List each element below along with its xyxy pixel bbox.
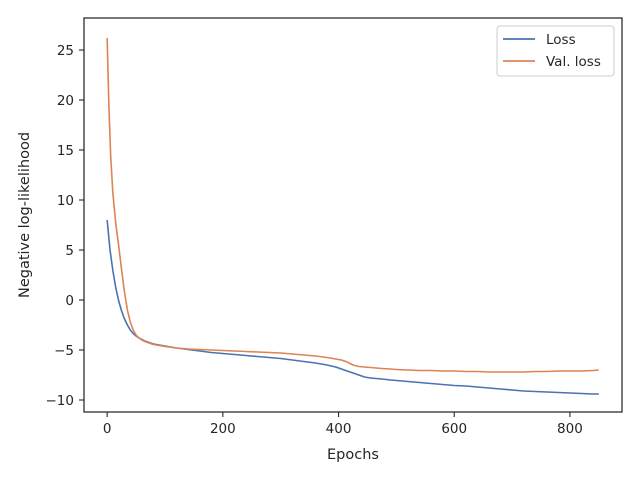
x-tick-label: 800 (557, 421, 583, 437)
axes-frame (83, 17, 623, 413)
x-tick-label: 600 (441, 421, 467, 437)
y-tick-label: −10 (46, 393, 75, 409)
y-axis: −10 −5 0 5 10 15 20 25 (46, 43, 84, 409)
x-axis: 0 200 400 600 800 (103, 412, 583, 437)
x-axis-label: Epochs (327, 447, 379, 463)
legend-label-loss: Loss (546, 32, 576, 48)
y-tick-label: 20 (57, 93, 74, 109)
y-tick-label: −5 (54, 343, 74, 359)
series-line-val-loss (106, 37, 599, 373)
y-tick-label: 15 (57, 143, 74, 159)
y-tick-label: 5 (65, 243, 74, 259)
plot-area (106, 37, 599, 395)
y-tick-label: 10 (57, 193, 74, 209)
x-tick-label: 0 (103, 421, 112, 437)
y-tick-label: 25 (57, 43, 74, 59)
y-axis-label: Negative log-likelihood (17, 132, 33, 298)
x-tick-label: 200 (210, 421, 236, 437)
legend: Loss Val. loss (496, 25, 615, 77)
x-tick-label: 400 (326, 421, 352, 437)
legend-label-val-loss: Val. loss (546, 54, 601, 70)
y-tick-label: 0 (65, 293, 74, 309)
